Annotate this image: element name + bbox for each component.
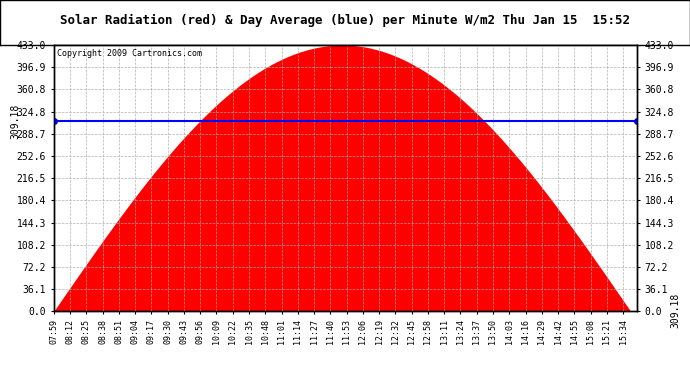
Text: Solar Radiation (red) & Day Average (blue) per Minute W/m2 Thu Jan 15  15:52: Solar Radiation (red) & Day Average (blu… bbox=[60, 14, 630, 27]
Text: 309.18: 309.18 bbox=[10, 104, 20, 139]
Text: Copyright 2009 Cartronics.com: Copyright 2009 Cartronics.com bbox=[57, 49, 201, 58]
Text: 309.18: 309.18 bbox=[671, 293, 681, 328]
